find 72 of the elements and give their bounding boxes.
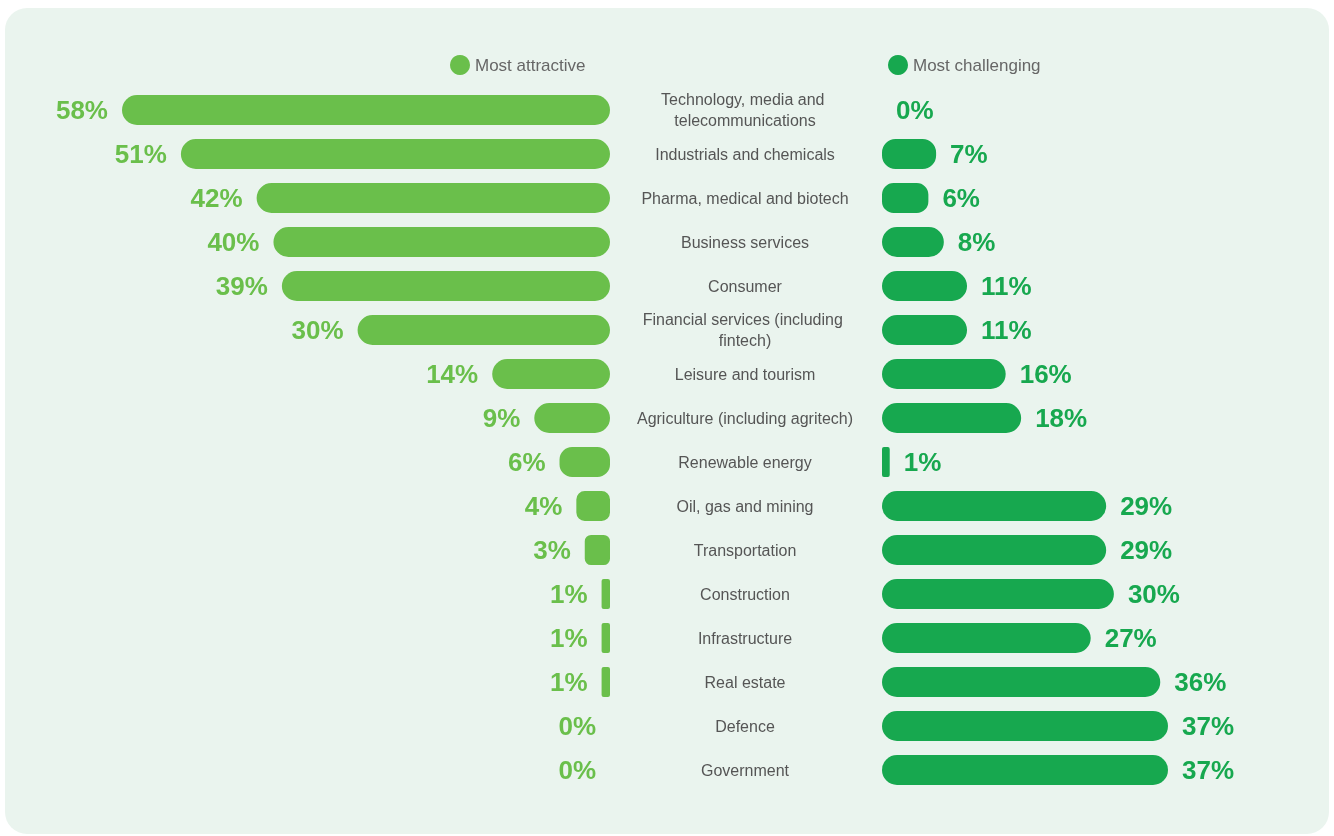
data-label: 0% (558, 755, 596, 785)
data-label: 16% (1019, 359, 1072, 389)
y-tick-label: Transportation (693, 541, 797, 559)
data-label: 0% (896, 95, 934, 125)
data-label: 29% (1120, 535, 1173, 565)
data-label: 14% (426, 359, 479, 389)
data-label: 11% (981, 271, 1032, 301)
bar (882, 711, 1168, 741)
data-label: 39% (215, 271, 268, 301)
data-label: 36% (1174, 667, 1227, 697)
bar (882, 667, 1161, 697)
data-label: 9% (482, 403, 521, 433)
bar (180, 139, 610, 169)
data-label: 1% (550, 579, 588, 609)
data-label: 7% (950, 139, 988, 169)
bar (281, 271, 610, 301)
bar (601, 623, 610, 653)
bar (576, 491, 610, 521)
bar (882, 403, 1022, 433)
y-tick-label: Agriculture (including agritech) (636, 409, 854, 427)
bar (273, 227, 610, 257)
legend-label: Most challenging (913, 55, 1041, 75)
y-tick-label: Leisure and tourism (674, 365, 816, 383)
data-label: 8% (957, 227, 996, 257)
data-label: 0% (558, 711, 596, 741)
bar (882, 755, 1168, 785)
bar (601, 579, 610, 609)
y-tick-label: Oil, gas and mining (676, 497, 814, 515)
y-tick-label: Technology, media and telecommunications (661, 91, 829, 129)
data-label: 51% (114, 139, 167, 169)
data-label: 1% (550, 667, 588, 697)
bar (357, 315, 610, 345)
y-tick-label: Construction (700, 585, 790, 603)
y-tick-label: Government (700, 761, 790, 779)
data-label: 6% (942, 183, 980, 213)
data-label: 1% (550, 623, 588, 653)
bar (601, 667, 610, 697)
bar (882, 535, 1107, 565)
y-tick-label: Renewable energy (678, 453, 812, 471)
bar (882, 623, 1091, 653)
data-label: 37% (1182, 755, 1235, 785)
y-tick-label: Financial services (including fintech) (642, 311, 848, 349)
data-label: 42% (190, 183, 243, 213)
data-label: 29% (1120, 491, 1173, 521)
bar (122, 95, 610, 125)
data-label: 40% (207, 227, 260, 257)
legend-label: Most attractive (475, 55, 586, 75)
data-label: 30% (291, 315, 344, 345)
data-label: 3% (533, 535, 571, 565)
data-label: 4% (524, 491, 563, 521)
y-tick-label: Industrials and chemicals (655, 145, 835, 163)
data-label: 6% (507, 447, 546, 477)
bar (882, 359, 1006, 389)
data-label: 27% (1104, 623, 1157, 653)
data-label: 30% (1127, 579, 1180, 609)
y-tick-label: Business services (680, 233, 810, 251)
bar (882, 447, 890, 477)
bar (882, 491, 1107, 521)
y-tick-label: Consumer (708, 277, 783, 295)
data-label: 18% (1035, 403, 1088, 433)
data-label: 1% (903, 447, 942, 477)
bar (256, 183, 610, 213)
data-label: 58% (55, 95, 108, 125)
bar (492, 359, 610, 389)
bar (882, 579, 1114, 609)
y-tick-label: Infrastructure (697, 629, 793, 647)
data-label: 37% (1182, 711, 1235, 741)
y-tick-label: Pharma, medical and biotech (641, 189, 849, 207)
y-tick-label: Real estate (704, 673, 786, 691)
data-label: 11% (981, 315, 1032, 345)
bar (584, 535, 610, 565)
y-tick-label: Defence (715, 717, 775, 735)
